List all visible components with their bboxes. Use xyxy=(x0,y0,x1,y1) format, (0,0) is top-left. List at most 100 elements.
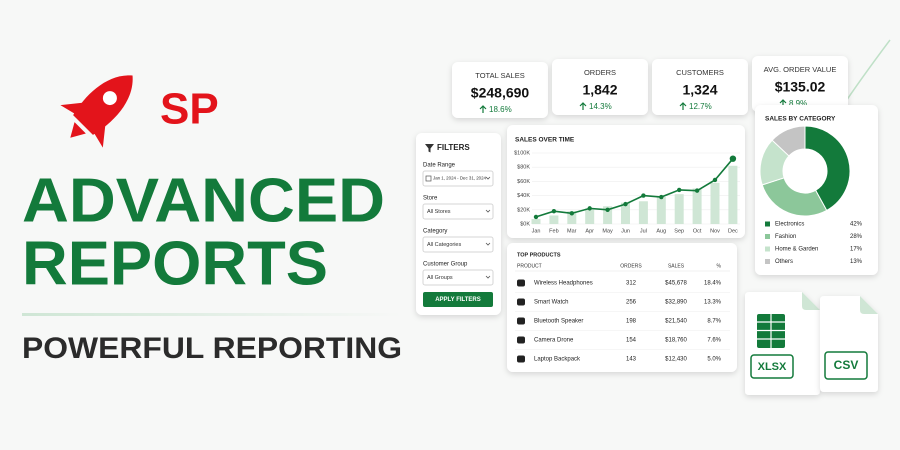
legend-label: Electronics xyxy=(775,222,804,228)
bar xyxy=(692,188,702,224)
legend-swatch xyxy=(765,246,770,252)
table-cell: 13.3% xyxy=(704,300,722,306)
line-point xyxy=(551,209,557,214)
file-badge xyxy=(824,351,868,380)
x-tick-label: Dec xyxy=(728,228,738,234)
donut-slice xyxy=(804,125,851,212)
table-cell: $12,430 xyxy=(665,357,687,363)
apply-button[interactable] xyxy=(423,292,493,307)
legend-value: 17% xyxy=(850,247,863,253)
filter-select[interactable] xyxy=(422,269,494,286)
products-panel xyxy=(507,243,737,372)
bar xyxy=(567,211,577,224)
table-cell: Bluetooth Speaker xyxy=(534,319,583,325)
file-label: XLSX xyxy=(758,361,787,373)
x-tick-label: Nov xyxy=(710,228,720,234)
kpi-value: $135.02 xyxy=(775,79,826,95)
line-point xyxy=(694,188,700,193)
chart-title: SALES OVER TIME xyxy=(515,137,575,144)
line-point xyxy=(569,211,574,216)
filter-label: Category xyxy=(423,229,447,235)
kpi-change: 14.3% xyxy=(589,102,612,111)
headline: REPORTS xyxy=(22,229,328,298)
brand: SP xyxy=(160,85,219,134)
legend-value: 42% xyxy=(850,222,863,228)
line-point xyxy=(587,206,592,211)
bar xyxy=(728,165,738,224)
table-header: PRODUCT xyxy=(517,263,542,269)
bar xyxy=(710,182,720,224)
kpi-value: 1,842 xyxy=(582,82,617,98)
chart-title: SALES BY CATEGORY xyxy=(765,116,836,123)
x-tick-label: Jul xyxy=(640,228,647,234)
chevron xyxy=(485,176,491,180)
rocket-logo xyxy=(60,75,133,148)
x-tick-label: May xyxy=(602,228,613,234)
line xyxy=(535,158,734,218)
line-point xyxy=(659,194,664,200)
bar xyxy=(585,208,595,224)
filters-title: FILTERS xyxy=(437,143,470,152)
legend-value: 28% xyxy=(850,234,863,240)
filter-value: Jan 1, 2024 - Dec 31, 2024 xyxy=(433,176,487,181)
x-tick-label: Mar xyxy=(567,228,577,234)
y-tick-label: $20K xyxy=(517,207,530,213)
x-tick-label: Feb xyxy=(549,228,558,234)
table-cell: 154 xyxy=(626,338,637,344)
up-arrow xyxy=(479,105,487,113)
legend-label: Others xyxy=(775,259,793,265)
table-cell: 8.7% xyxy=(707,319,721,325)
bar xyxy=(674,194,684,224)
table-cell: 256 xyxy=(626,300,637,306)
bar xyxy=(621,202,630,224)
product-icon xyxy=(517,317,525,325)
filter-select[interactable] xyxy=(422,203,494,220)
bar xyxy=(638,201,648,224)
x-tick-label: Aug xyxy=(656,228,666,234)
line-point xyxy=(712,177,718,183)
y-tick-label: $100K xyxy=(514,150,530,156)
bar xyxy=(549,215,559,224)
line-point xyxy=(677,187,682,193)
bar xyxy=(603,206,613,224)
line-point xyxy=(641,193,646,198)
legend-label: Home & Garden xyxy=(775,247,818,253)
divider xyxy=(22,313,402,316)
table-cell: 198 xyxy=(626,319,637,325)
table-cell: 5.0% xyxy=(707,357,721,363)
product-icon xyxy=(517,298,525,306)
filter-label: Store xyxy=(423,196,438,202)
filter-value: All Stores xyxy=(427,209,451,215)
line-point xyxy=(533,214,539,220)
table-cell: $18,760 xyxy=(665,338,687,344)
chevron xyxy=(485,275,491,279)
legend-swatch xyxy=(765,259,770,264)
donut-slice xyxy=(771,125,806,157)
table-cell: 18.4% xyxy=(704,281,722,287)
table-cell: Laptop Backpack xyxy=(534,357,581,363)
kpi-change: 18.6% xyxy=(489,105,512,114)
product-icon xyxy=(517,336,525,344)
kpi-card xyxy=(652,59,748,115)
filter-select[interactable] xyxy=(422,170,494,187)
bar xyxy=(656,197,666,224)
line-point xyxy=(605,207,610,212)
up-arrow xyxy=(679,102,687,110)
kpi-label: CUSTOMERS xyxy=(676,68,724,77)
x-tick-label: Oct xyxy=(693,228,702,234)
y-tick-label: $60K xyxy=(517,179,530,185)
x-tick-label: Jun xyxy=(621,228,630,234)
legend-swatch xyxy=(765,234,770,239)
kpi-change: 12.7% xyxy=(689,102,712,111)
filter-select[interactable] xyxy=(422,236,494,253)
kpi-card xyxy=(452,62,548,118)
file-badge xyxy=(750,354,794,379)
bar xyxy=(531,219,541,224)
up-arrow xyxy=(579,102,587,110)
apply-button-label: APPLY FILTERS xyxy=(435,297,481,303)
table-cell: 143 xyxy=(626,357,637,363)
legend-label: Fashion xyxy=(775,234,796,240)
table-cell: $21,540 xyxy=(665,319,687,325)
y-tick-label: $80K xyxy=(517,165,530,171)
